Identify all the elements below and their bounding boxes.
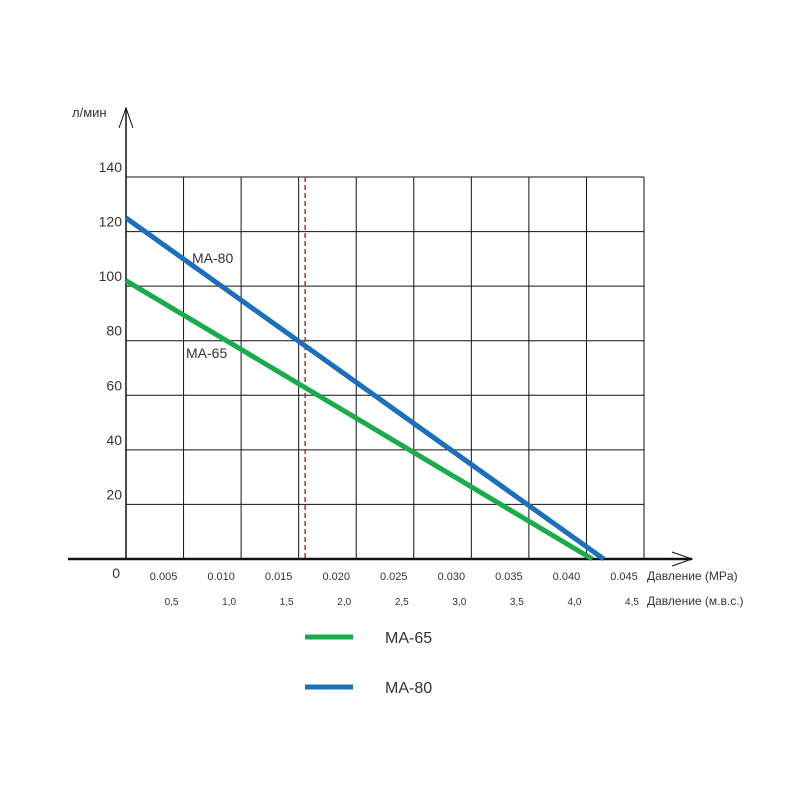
x-tick-label: 0.045 <box>610 571 638 583</box>
x2-tick-label: 4,5 <box>625 597 639 608</box>
y-tick-label: 40 <box>106 432 122 448</box>
y-tick-label: 140 <box>99 159 123 175</box>
x2-axis-label: Давление (м.в.с.) <box>647 594 744 608</box>
x2-tick-label: 4,0 <box>567 597 581 608</box>
x2-tick-label: 1,5 <box>280 597 294 608</box>
x2-tick-label: 2,5 <box>395 597 409 608</box>
x2-tick-label: 3,5 <box>510 597 524 608</box>
x2-tick-label: 1,0 <box>222 597 236 608</box>
series-line-ma-65 <box>124 278 594 562</box>
x-tick-label: 0.005 <box>150 571 178 583</box>
y-axis-arrow <box>118 106 134 129</box>
x2-tick-label: 3,0 <box>452 597 466 608</box>
y-axis-label: л/мин <box>72 105 107 120</box>
x-tick-label: 0.010 <box>207 571 235 583</box>
series-label: MA-80 <box>192 250 233 266</box>
x2-tick-label: 2,0 <box>337 597 351 608</box>
x-tick-label: 0.025 <box>380 571 408 583</box>
x-tick-label: 0.030 <box>438 571 466 583</box>
x-tick-label: 0.035 <box>495 571 523 583</box>
y-tick-label: 100 <box>99 268 123 284</box>
origin-label: 0 <box>112 565 120 581</box>
x-tick-label: 0.040 <box>553 571 581 583</box>
y-tick-label: 80 <box>106 323 122 339</box>
x-tick-label: 0.015 <box>265 571 293 583</box>
series-line-ma-80 <box>124 215 606 562</box>
legend-label: MA-65 <box>385 630 432 647</box>
x-axis-arrow <box>671 551 694 567</box>
y-tick-label: 20 <box>106 486 122 502</box>
x-axis-label: Давление (MPa) <box>647 569 738 583</box>
y-tick-label: 60 <box>106 377 122 393</box>
x-tick-label: 0.020 <box>322 571 350 583</box>
series-label: MA-65 <box>186 345 227 361</box>
y-tick-label: 120 <box>99 214 123 230</box>
x2-tick-label: 0,5 <box>165 597 179 608</box>
legend-label: MA-80 <box>385 680 432 697</box>
